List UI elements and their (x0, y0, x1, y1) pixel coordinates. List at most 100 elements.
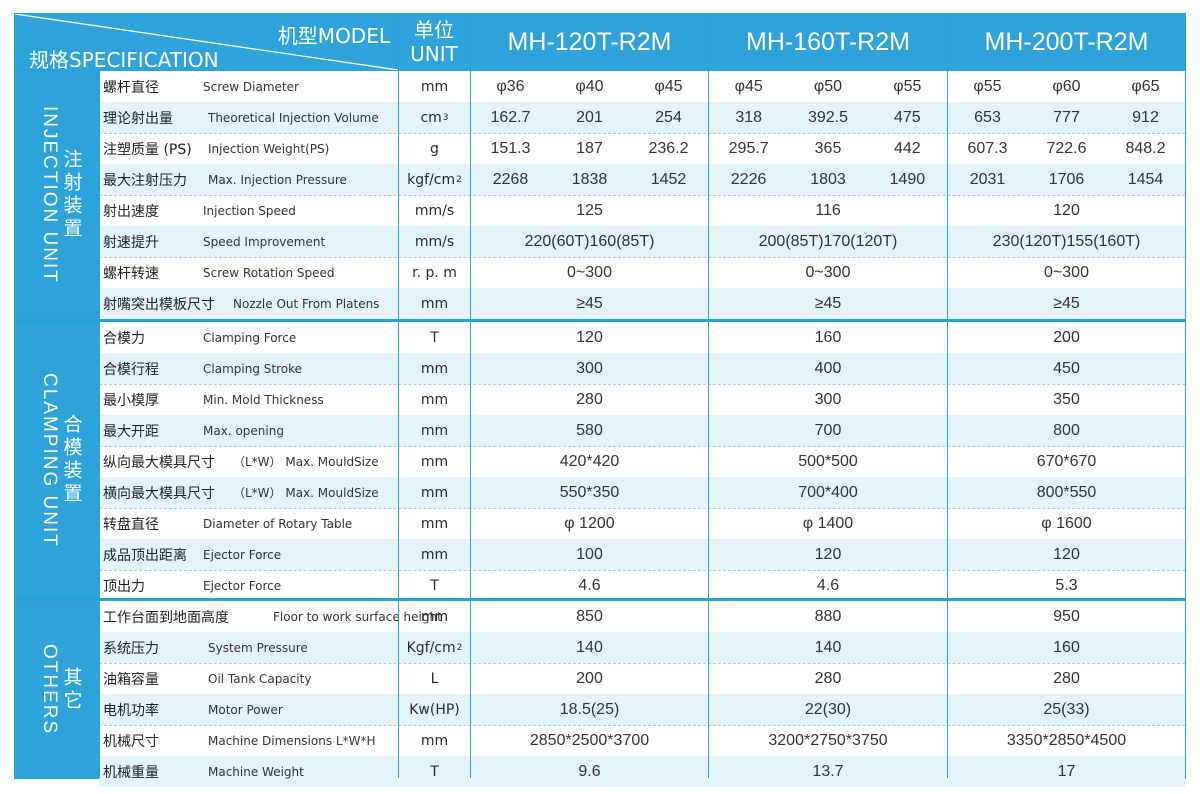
value-cell: 500*500 (798, 452, 858, 470)
row-unit: mm (399, 415, 470, 446)
row-unit-text: kgf/cm (407, 171, 456, 188)
row-unit: mm/s (399, 226, 470, 257)
row-label-cn: 最小模厚 (103, 392, 159, 409)
spec-row: 最大注射压力 Max. Injection Pressure kgf/cm 2 2268… (99, 164, 1185, 196)
row-unit: mm (399, 353, 470, 384)
value-cell: 580 (576, 421, 603, 439)
row-label: 系统压力 System Pressure (103, 632, 403, 663)
row-label-en: （L*W） Max. MouldSize (233, 455, 379, 469)
value-cell: 450 (1053, 359, 1080, 377)
diagonal-divider (15, 14, 398, 70)
row-unit: mm (399, 446, 470, 477)
row-label-en: Screw Rotation Speed (203, 265, 335, 280)
header-corner-cell: 机型MODEL 规格SPECIFICATION (15, 14, 398, 72)
row-unit-text: mm (420, 360, 449, 377)
spec-row: 射嘴突出模板尺寸 Nozzle Out From Platens mm ≥45 ≥45 ≥… (99, 288, 1185, 319)
value-cell: 1803 (810, 170, 846, 188)
group-clamping-cn: 合模装置 (60, 414, 83, 506)
row-unit: mm (399, 539, 470, 570)
value-cell: φ55 (893, 77, 922, 95)
section-divider (15, 319, 1185, 322)
row-label-en: Screw Diameter (203, 79, 299, 94)
value-cell: 722.6 (1046, 139, 1087, 157)
value-cell: ≥45 (814, 294, 842, 312)
row-label-en: Injection Speed (203, 203, 296, 218)
value-cell: φ 1600 (1041, 514, 1092, 532)
row-unit: mm (399, 508, 470, 539)
value-cell: 3200*2750*3750 (768, 731, 888, 749)
row-unit-text: T (430, 577, 439, 594)
row-label-cn: 油箱容量 (103, 671, 159, 688)
value-cell: 300 (814, 390, 842, 408)
row-unit-superscript: 3 (442, 112, 449, 123)
row-label: 成品顶出距离 Ejector Force (103, 539, 403, 570)
value-cell: 848.2 (1125, 139, 1166, 157)
value-cell: 800*550 (1036, 483, 1097, 501)
row-unit-text: mm (420, 422, 449, 439)
row-label: 射出速度 Injection Speed (103, 195, 403, 226)
row-label-cn: 螺杆直径 (103, 79, 159, 96)
model-header-160: MH-160T-R2M (709, 14, 947, 70)
row-unit: mm/s (399, 195, 470, 226)
row-unit-text: mm/s (414, 202, 455, 219)
value-cell: 777 (1053, 108, 1080, 126)
header-unit-cn: 单位 (414, 18, 454, 42)
value-cell: φ45 (734, 77, 763, 95)
value-cell: 5.3 (1055, 576, 1078, 594)
model-header-120: MH-120T-R2M (471, 14, 708, 70)
value-cell: 1838 (571, 170, 608, 188)
row-unit-text: mm/s (414, 233, 455, 250)
row-label-cn: 射速提升 (103, 234, 159, 251)
value-cell: 140 (814, 638, 842, 656)
value-cell: 116 (815, 201, 841, 219)
row-label-cn: 射出速度 (103, 203, 159, 220)
value-cell: 653 (974, 108, 1001, 126)
value-cell: 2031 (969, 170, 1006, 188)
value-cell: 3350*2850*4500 (1006, 731, 1127, 749)
spec-row: 系统压力 System Pressure Kgf/cm 2 140 140 160 (99, 632, 1185, 664)
value-cell: 700*400 (798, 483, 858, 501)
row-label: 顶出力 Ejector Force (103, 570, 403, 601)
row-unit-text: g (430, 140, 439, 157)
row-label-en: （L*W） Max. MouldSize (233, 486, 379, 500)
header-unit-cell: 单位 UNIT (398, 14, 470, 70)
value-cell: 230(120T)155(160T) (992, 232, 1141, 250)
value-cell: 4.6 (578, 576, 601, 594)
row-label-en: Theoretical Injection Volume (208, 110, 379, 125)
row-unit: T (399, 570, 470, 601)
row-label-en: Machine Weight (208, 764, 304, 779)
spec-row: 理论射出量 Theoretical Injection Volume cm 3 162.… (99, 102, 1185, 134)
row-label-en: Max. opening (203, 423, 284, 438)
value-cell: 160 (1053, 638, 1080, 656)
spec-row: 顶出力 Ejector Force T 4.6 4.6 5.3 (99, 570, 1185, 601)
row-label-cn: 螺杆转速 (103, 265, 159, 282)
row-unit: mm (399, 601, 470, 632)
row-unit-text: r. p. m (412, 264, 457, 281)
row-label: 横向最大模具尺寸 （L*W） Max. MouldSize (103, 477, 403, 508)
value-cell: 200(85T)170(120T) (758, 232, 898, 250)
row-unit-text: mm (420, 546, 449, 563)
row-label-en: Oil Tank Capacity (208, 671, 312, 686)
value-cell: 0~300 (1044, 263, 1089, 281)
spec-row: 射速提升 Speed Improvement mm/s 220(60T)160(85T… (99, 226, 1185, 258)
value-cell: 1706 (1048, 170, 1085, 188)
group-injection-en: INJECTION UNIT (39, 106, 60, 284)
row-label-en: Max. Injection Pressure (208, 172, 347, 187)
row-label: 理论射出量 Theoretical Injection Volume (103, 102, 403, 133)
value-cell: 200 (1053, 328, 1080, 346)
value-cell: 0~300 (567, 263, 612, 281)
value-cell: 18.5(25) (559, 700, 620, 718)
value-cell: φ40 (575, 77, 604, 95)
group-clamping-en: CLAMPING UNIT (39, 372, 60, 548)
row-label-en: Motor Power (208, 702, 283, 717)
value-cell: 120 (1053, 201, 1080, 219)
column-divider (470, 14, 471, 778)
row-label-en: Machine Dimensions L*W*H (208, 733, 376, 748)
value-cell: 140 (576, 638, 603, 656)
row-unit: Kw(HP) (399, 694, 470, 725)
value-cell: 22(30) (804, 700, 852, 718)
group-others: OTHERS 其它 (15, 601, 99, 778)
row-label-en: Nozzle Out From Platens (233, 296, 380, 311)
value-cell: 2226 (730, 170, 767, 188)
spec-row: 注塑质量 (PS) Injection Weight(PS) g 151.3 187 23… (99, 133, 1185, 165)
